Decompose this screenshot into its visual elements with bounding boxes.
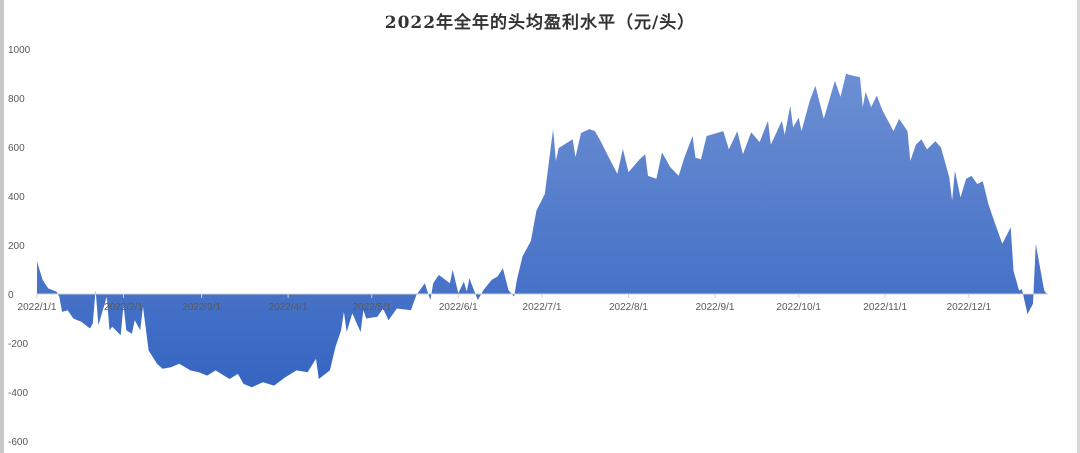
y-tick-label: 0	[8, 290, 14, 301]
x-tick-label: 2022/8/1	[609, 302, 648, 313]
y-tick-label: 800	[8, 94, 25, 105]
y-tick-label: 400	[8, 192, 25, 203]
x-tick-label: 2022/5/1	[352, 302, 391, 313]
area-series	[37, 73, 1047, 388]
x-tick-label: 2022/11/1	[863, 302, 907, 313]
x-tick-label: 2022/3/1	[182, 302, 221, 313]
x-tick-label: 2022/2/1	[104, 302, 143, 313]
y-tick-label: 600	[8, 143, 25, 154]
x-tick-label: 2022/6/1	[439, 302, 478, 313]
x-tick-label: 2022/4/1	[269, 302, 308, 313]
x-tick-label: 2022/10/1	[776, 302, 821, 313]
right-border	[1077, 0, 1080, 453]
chart-title: 2022年全年的头均盈利水平（元/头）	[384, 13, 696, 33]
y-tick-label: -400	[8, 388, 28, 399]
y-tick-label: 1000	[8, 45, 31, 56]
y-tick-label: 200	[8, 241, 25, 252]
x-tick-label: 2022/12/1	[947, 302, 992, 313]
y-tick-label: -600	[8, 437, 28, 448]
left-border	[0, 0, 4, 453]
y-tick-label: -200	[8, 339, 28, 350]
x-tick-label: 2022/1/1	[18, 302, 57, 313]
x-tick-label: 2022/9/1	[696, 302, 735, 313]
x-tick-label: 2022/7/1	[523, 302, 562, 313]
